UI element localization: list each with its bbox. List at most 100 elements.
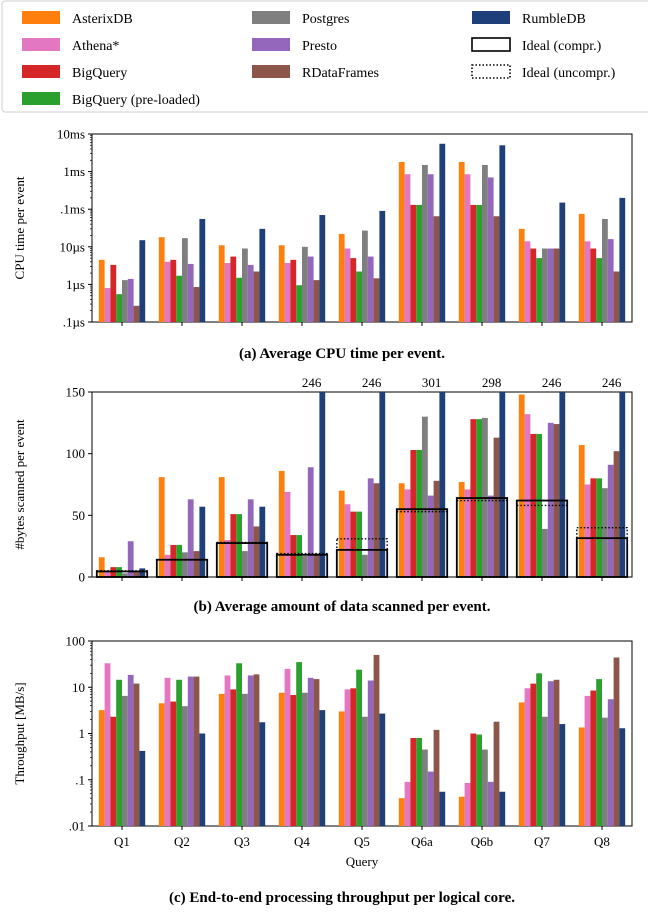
bar <box>416 737 422 826</box>
bar <box>290 535 297 577</box>
bar <box>253 526 260 577</box>
bar <box>116 294 122 322</box>
bar <box>133 572 140 577</box>
bar <box>296 662 302 826</box>
bar <box>319 215 326 322</box>
x-tick-label: Q7 <box>534 834 550 849</box>
clipped-value-label: 246 <box>602 375 622 390</box>
x-axis-label: Query <box>346 854 379 869</box>
x-tick-label: Q2 <box>174 834 190 849</box>
bar <box>367 680 374 826</box>
bar <box>487 177 494 322</box>
bar <box>439 392 446 577</box>
bar <box>524 688 531 826</box>
y-tick-label: 1ms <box>63 164 85 179</box>
legend-swatch <box>22 92 60 105</box>
bar <box>398 483 405 577</box>
bar <box>524 241 531 322</box>
bar <box>458 482 465 577</box>
bar <box>199 218 206 322</box>
bar <box>302 692 308 826</box>
bar <box>193 287 200 322</box>
bar <box>518 702 525 826</box>
bar <box>590 248 597 322</box>
bar <box>104 572 111 577</box>
legend-frame <box>1 0 648 113</box>
bar <box>422 416 428 577</box>
bar <box>247 264 254 322</box>
bar <box>338 711 345 826</box>
bar <box>338 233 345 322</box>
bar <box>296 285 302 322</box>
bar <box>259 228 266 322</box>
y-axis-label: #bytes scanned per event <box>12 419 27 550</box>
bar <box>319 710 326 826</box>
legend-label: Presto <box>302 39 337 54</box>
bar <box>193 551 200 577</box>
bar <box>313 679 320 826</box>
bar <box>584 695 591 826</box>
legend: AsterixDB Athena* BigQuery BigQuery (pre-lo… <box>1 0 648 113</box>
y-tick-label: .1ms <box>60 202 85 217</box>
bar <box>602 488 608 577</box>
bar <box>590 690 597 826</box>
bar <box>433 216 440 322</box>
bar <box>373 654 380 826</box>
bar <box>242 551 248 577</box>
bar <box>578 727 585 826</box>
bar <box>553 679 560 826</box>
bar <box>493 437 500 577</box>
y-tick-label: .01 <box>69 819 85 834</box>
bar <box>259 722 266 826</box>
bar <box>290 259 297 322</box>
bar <box>487 495 494 577</box>
panel-caption: (b) Average amount of data scanned per e… <box>194 599 491 615</box>
bar <box>542 528 548 577</box>
bar <box>307 467 314 577</box>
bar <box>127 541 134 577</box>
bar <box>236 663 242 826</box>
bar <box>499 392 506 577</box>
bar <box>187 263 194 322</box>
bar <box>158 477 165 577</box>
bar <box>319 392 326 577</box>
bar <box>170 701 177 826</box>
y-axis-label: Throughput [MB/s] <box>12 682 27 784</box>
x-tick-label: Q6a <box>411 834 433 849</box>
y-tick-label: 50 <box>72 508 85 523</box>
bar <box>193 676 200 826</box>
bar <box>559 392 566 577</box>
bar <box>230 256 237 322</box>
bar <box>476 734 482 826</box>
bar <box>284 668 291 826</box>
bar <box>398 162 405 322</box>
bar <box>530 683 537 826</box>
bar <box>356 669 362 826</box>
bar <box>427 495 434 577</box>
bar <box>187 676 194 826</box>
panel-caption: (c) End-to-end processing throughput per… <box>169 890 515 906</box>
bar <box>482 164 488 322</box>
bar <box>596 258 602 322</box>
y-tick-label: 100 <box>66 446 86 461</box>
y-axis-label: CPU time per event <box>12 176 27 279</box>
bar <box>158 237 165 322</box>
bar <box>247 675 254 826</box>
x-tick-label: Q3 <box>234 834 250 849</box>
bar <box>170 259 177 322</box>
bar <box>530 248 537 322</box>
bar <box>98 557 105 577</box>
bar <box>350 511 357 577</box>
bar <box>164 554 171 577</box>
bar <box>373 278 380 322</box>
bar <box>518 228 525 322</box>
bar <box>313 553 320 577</box>
bar <box>559 202 566 322</box>
bar <box>379 392 386 577</box>
panel-a-cpu-time: .1µs 1µs 10µs .1ms 1ms 10ms CPU time per event… <box>12 127 633 362</box>
bar <box>542 248 548 322</box>
bar <box>182 552 188 577</box>
bar <box>422 164 428 322</box>
bar <box>236 514 242 577</box>
bar <box>493 216 500 322</box>
